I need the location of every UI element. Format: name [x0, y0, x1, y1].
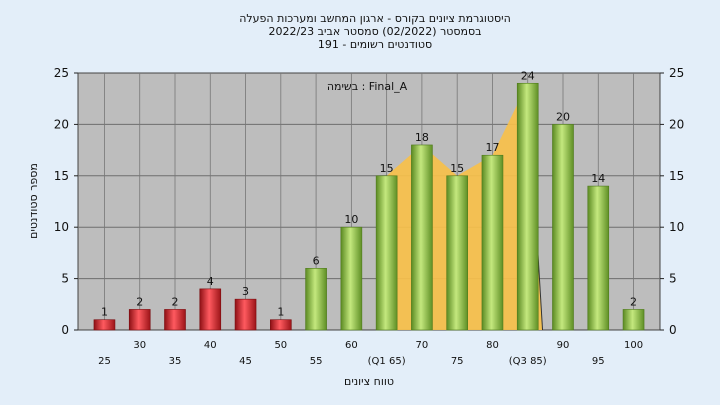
x-tick-label-90: 90 — [557, 340, 570, 351]
x-tick-label-55: 55 — [310, 356, 323, 367]
bar-45 — [234, 298, 257, 331]
x-axis: 25 30 35 40 45 50 55 60 (Q1 65) 70 75 80 (Q3 85) 90 95… — [98, 340, 643, 367]
bar-65 — [375, 175, 398, 331]
bar-95 — [587, 185, 610, 331]
data-label-35: 2 — [172, 295, 179, 308]
bar-70 — [411, 144, 433, 331]
bar-60 — [340, 226, 363, 331]
x-tick-label-25: 25 — [98, 356, 111, 367]
y-tick-label-left: 0 — [61, 323, 69, 337]
x-axis-label: טווח ציונים — [344, 375, 394, 388]
y-tick-label-left: 25 — [54, 66, 69, 80]
y-tick-label-left: 5 — [61, 272, 69, 286]
y-tick-label-right: 20 — [669, 117, 684, 131]
y-axis-label: מספר סטודנטים — [27, 163, 40, 239]
y-tick-label-left: 15 — [54, 169, 69, 183]
x-tick-label-100: 100 — [624, 340, 643, 351]
data-label-40: 4 — [207, 275, 214, 288]
data-label-50: 1 — [277, 306, 284, 319]
chart-title-line-3: סטודנטים רשומים - 191 — [318, 38, 432, 51]
y-axis-left: 0 5 10 15 20 25 — [54, 66, 78, 337]
bar-55 — [305, 268, 327, 331]
data-label-30: 2 — [136, 295, 143, 308]
bars — [93, 82, 645, 331]
data-label-55: 6 — [313, 254, 320, 267]
y-tick-label-right: 5 — [669, 272, 677, 286]
data-label-60: 10 — [344, 213, 358, 226]
x-tick-label-85: (Q3 85) — [509, 356, 547, 367]
y-tick-label-left: 20 — [54, 117, 69, 131]
bar-35 — [164, 309, 186, 331]
data-label-70: 18 — [415, 131, 429, 144]
data-label-80: 17 — [485, 141, 499, 154]
data-label-95: 14 — [591, 172, 605, 185]
chart-title-line-1: היסטוגרמת ציונים בקורס - ארגון המחשב ומע… — [239, 12, 511, 25]
y-tick-label-left: 10 — [54, 220, 69, 234]
bar-50 — [270, 319, 292, 331]
bar-75 — [446, 175, 468, 331]
y-tick-label-right: 25 — [669, 66, 684, 80]
x-tick-label-60: 60 — [345, 340, 358, 351]
bar-40 — [199, 288, 222, 331]
x-tick-label-30: 30 — [133, 340, 146, 351]
x-tick-label-40: 40 — [204, 340, 217, 351]
data-label-65: 15 — [380, 162, 394, 175]
y-tick-label-right: 15 — [669, 169, 684, 183]
bar-100 — [622, 309, 645, 331]
exam-note: בשימה : Final_A — [327, 80, 408, 93]
y-axis-right: 0 5 10 15 20 25 — [660, 66, 684, 337]
x-tick-label-35: 35 — [169, 356, 182, 367]
x-tick-label-65: (Q1 65) — [368, 356, 406, 367]
x-tick-label-80: 80 — [486, 340, 499, 351]
bar-85 — [516, 82, 539, 331]
y-tick-label-right: 0 — [669, 323, 677, 337]
chart-title-line-2: בסמסטר (02/2022) סמסטר אביב 2022/23 — [268, 25, 481, 38]
x-tick-label-50: 50 — [274, 340, 287, 351]
data-label-45: 3 — [242, 285, 249, 298]
bar-90 — [552, 124, 574, 331]
data-label-75: 15 — [450, 162, 464, 175]
y-tick-label-right: 10 — [669, 220, 684, 234]
x-tick-label-75: 75 — [451, 356, 464, 367]
x-tick-label-70: 70 — [416, 340, 429, 351]
x-tick-label-45: 45 — [239, 356, 252, 367]
bar-30 — [128, 309, 151, 331]
data-label-25: 1 — [101, 306, 108, 319]
bar-25 — [93, 319, 116, 331]
x-tick-label-95: 95 — [592, 356, 605, 367]
data-label-100: 2 — [630, 295, 637, 308]
chart-title: היסטוגרמת ציונים בקורס - ארגון המחשב ומע… — [239, 12, 511, 51]
bar-80 — [481, 154, 504, 331]
data-label-90: 20 — [556, 110, 570, 123]
data-label-85: 24 — [521, 69, 535, 82]
